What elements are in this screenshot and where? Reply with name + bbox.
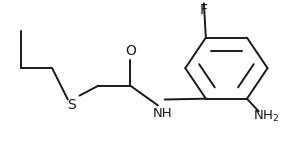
Text: NH$_2$: NH$_2$ <box>253 109 280 124</box>
Text: F: F <box>200 3 208 17</box>
Text: S: S <box>67 98 76 112</box>
Text: O: O <box>125 44 136 58</box>
Text: NH: NH <box>153 107 173 120</box>
